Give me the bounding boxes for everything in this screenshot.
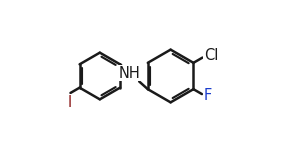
Text: NH: NH <box>119 66 141 81</box>
Text: F: F <box>203 88 212 103</box>
Text: I: I <box>68 95 72 110</box>
Text: Cl: Cl <box>204 48 218 63</box>
